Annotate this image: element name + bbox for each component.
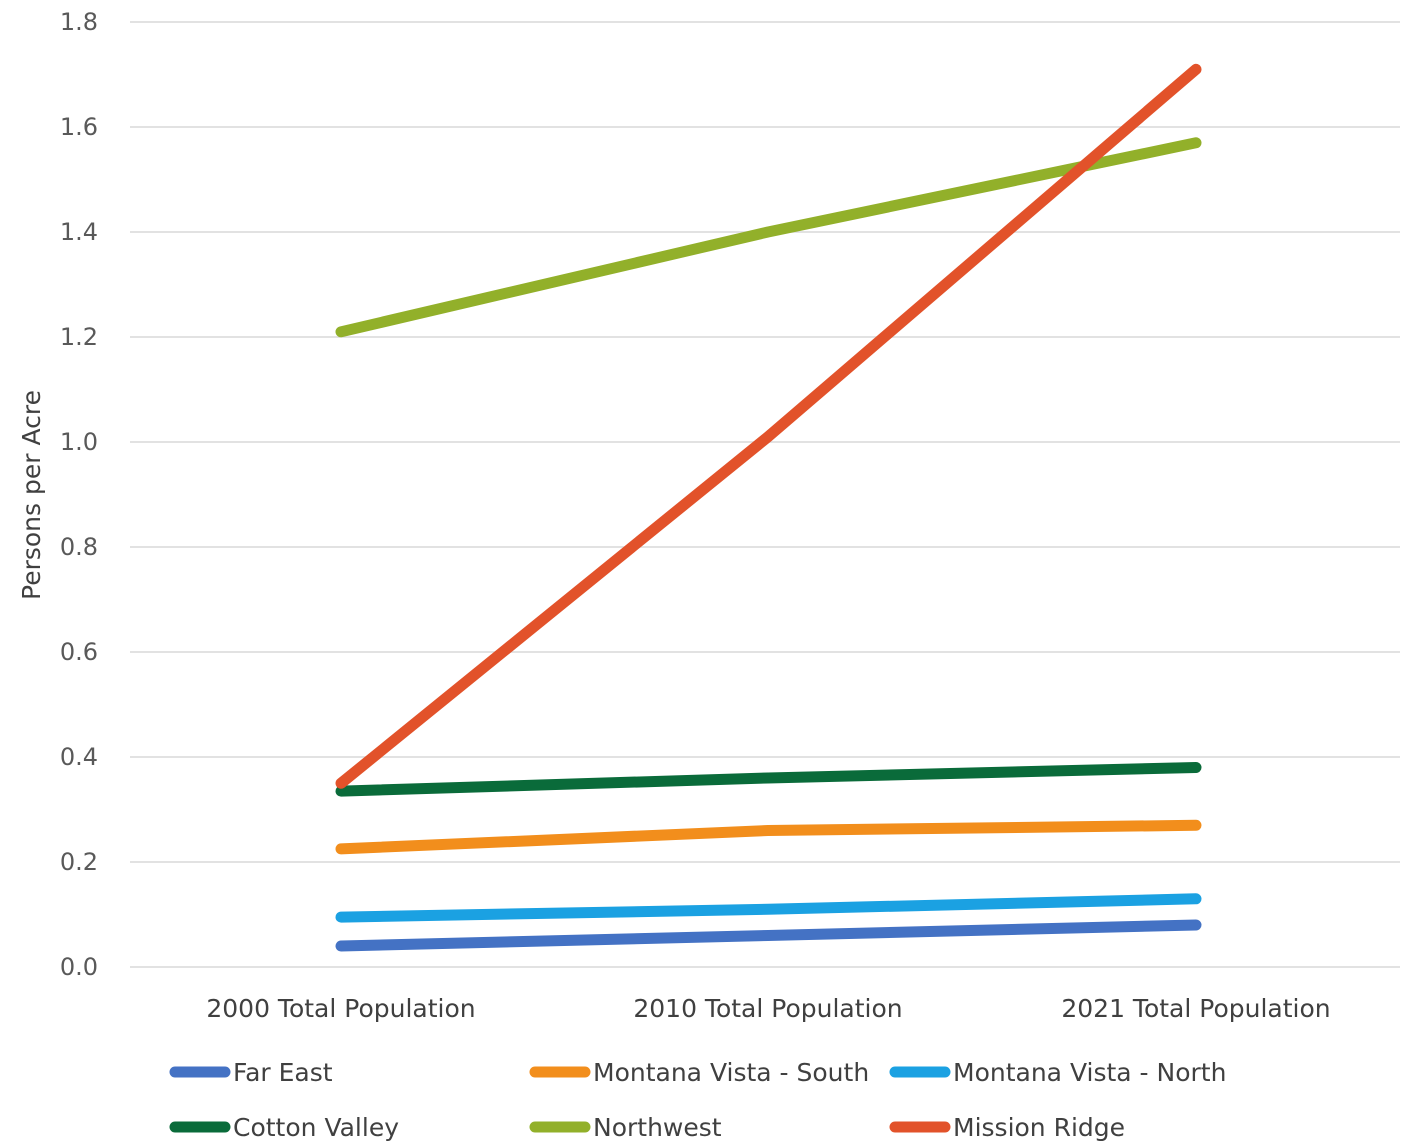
legend-item: Mission Ridge [889,1113,1125,1142]
legend-label: Mission Ridge [953,1113,1125,1142]
data-point [1195,68,1197,70]
legend-label: Montana Vista - North [953,1058,1226,1087]
legend-label: Montana Vista - South [593,1058,869,1087]
series-line-montana-vista-south [335,819,1202,855]
data-point [340,331,342,333]
x-category-label: 2021 Total Population [1061,994,1330,1023]
data-point [767,231,769,233]
series-lines [335,63,1202,952]
legend-label: Cotton Valley [233,1113,399,1142]
legend-item: Far East [169,1058,333,1087]
data-point [340,916,342,918]
y-tick-label: 1.8 [60,8,98,36]
data-point [340,790,342,792]
legend-item: Montana Vista - South [529,1058,869,1087]
x-category-label: 2010 Total Population [633,994,902,1023]
data-point [340,782,342,784]
y-tick-label: 0.8 [60,533,98,561]
data-point [1195,898,1197,900]
data-point [340,945,342,947]
data-point [767,777,769,779]
y-tick-label: 0.6 [60,638,98,666]
x-axis-categories: 2000 Total Population 2010 Total Populati… [206,994,1330,1023]
y-axis-ticks: 0.0 0.2 0.4 0.6 0.8 1.0 1.2 1.4 1.6 1.8 [60,8,98,981]
series-line-mission-ridge [335,63,1202,789]
y-axis-label: Persons per Acre [17,390,46,600]
series-line-cotton-valley [335,762,1202,797]
data-point [767,935,769,936]
series-line-northwest [335,137,1202,338]
legend-item: Northwest [529,1113,722,1142]
data-point [1195,142,1197,144]
data-point [767,436,769,438]
y-tick-label: 1.2 [60,323,98,351]
y-tick-label: 0.2 [60,848,98,876]
y-tick-label: 1.4 [60,218,98,246]
legend-item: Cotton Valley [169,1113,399,1142]
y-tick-label: 0.4 [60,743,98,771]
data-point [767,908,769,910]
legend-item: Montana Vista - North [889,1058,1226,1087]
y-tick-label: 1.6 [60,113,98,141]
data-point [340,848,342,850]
series-line-montana-vista-north [335,893,1202,923]
legend-label: Far East [233,1058,333,1087]
y-tick-label: 0.0 [60,953,98,981]
data-point [1195,824,1197,826]
data-point [1195,767,1197,768]
data-point [1195,924,1197,926]
y-tick-label: 1.0 [60,428,98,456]
legend-label: Northwest [593,1113,722,1142]
data-point [767,830,769,831]
x-category-label: 2000 Total Population [206,994,475,1023]
legend: Far East Montana Vista - South Montana Vis… [169,1058,1226,1142]
